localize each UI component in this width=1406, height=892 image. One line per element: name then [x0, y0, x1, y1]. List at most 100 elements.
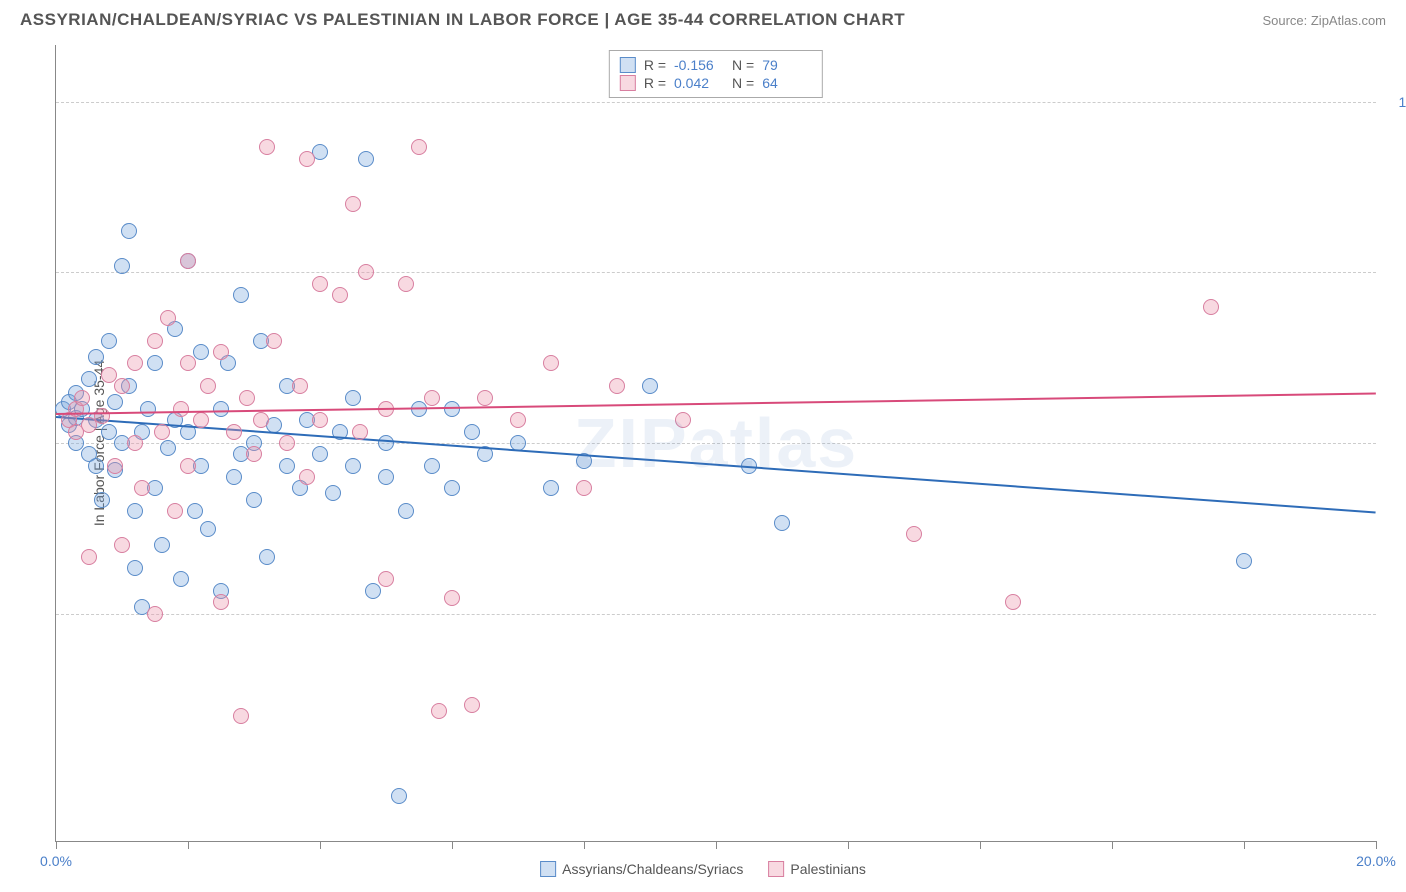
scatter-point: [193, 344, 209, 360]
scatter-point: [259, 549, 275, 565]
scatter-point: [543, 355, 559, 371]
scatter-point: [378, 571, 394, 587]
scatter-point: [127, 355, 143, 371]
scatter-point: [147, 333, 163, 349]
scatter-point: [464, 424, 480, 440]
gridline: [56, 614, 1376, 615]
scatter-point: [345, 390, 361, 406]
scatter-point: [233, 287, 249, 303]
x-tick: [188, 841, 189, 849]
scatter-point: [358, 151, 374, 167]
scatter-point: [365, 583, 381, 599]
scatter-point: [121, 223, 137, 239]
series-name: Assyrians/Chaldeans/Syriacs: [562, 861, 743, 877]
scatter-point: [114, 258, 130, 274]
series-name: Palestinians: [790, 861, 866, 877]
scatter-point: [543, 480, 559, 496]
scatter-point: [398, 503, 414, 519]
chart-title: ASSYRIAN/CHALDEAN/SYRIAC VS PALESTINIAN …: [20, 10, 905, 30]
scatter-point: [906, 526, 922, 542]
scatter-point: [101, 367, 117, 383]
scatter-point: [180, 355, 196, 371]
scatter-point: [345, 196, 361, 212]
scatter-point: [101, 424, 117, 440]
scatter-point: [213, 344, 229, 360]
scatter-point: [424, 390, 440, 406]
scatter-point: [213, 401, 229, 417]
scatter-point: [259, 139, 275, 155]
x-tick: [56, 841, 57, 849]
gridline: [56, 102, 1376, 103]
legend-item: Palestinians: [768, 861, 866, 877]
y-tick-label: 100.0%: [1386, 94, 1406, 110]
scatter-point: [398, 276, 414, 292]
n-value: 79: [762, 57, 812, 73]
scatter-point: [107, 394, 123, 410]
scatter-point: [464, 697, 480, 713]
scatter-point: [88, 458, 104, 474]
scatter-point: [444, 480, 460, 496]
x-min-label: 0.0%: [40, 853, 72, 869]
x-tick: [1112, 841, 1113, 849]
scatter-point: [94, 492, 110, 508]
legend-swatch: [540, 861, 556, 877]
scatter-point: [173, 571, 189, 587]
plot-area: 77.5%85.0%92.5%100.0%0.0%20.0%: [56, 45, 1376, 841]
scatter-point: [576, 480, 592, 496]
scatter-point: [127, 435, 143, 451]
scatter-point: [233, 708, 249, 724]
gridline: [56, 272, 1376, 273]
y-tick-label: 92.5%: [1386, 264, 1406, 280]
scatter-point: [94, 408, 110, 424]
scatter-point: [358, 264, 374, 280]
scatter-point: [246, 446, 262, 462]
r-label: R =: [644, 75, 666, 91]
scatter-point: [147, 606, 163, 622]
n-label: N =: [732, 57, 754, 73]
source-text: Source: ZipAtlas.com: [1262, 13, 1386, 28]
scatter-point: [147, 355, 163, 371]
scatter-point: [180, 253, 196, 269]
scatter-point: [127, 503, 143, 519]
scatter-point: [160, 310, 176, 326]
scatter-point: [200, 521, 216, 537]
scatter-point: [114, 378, 130, 394]
x-tick: [452, 841, 453, 849]
scatter-point: [173, 401, 189, 417]
scatter-point: [160, 440, 176, 456]
x-tick: [980, 841, 981, 849]
scatter-point: [1236, 553, 1252, 569]
scatter-point: [226, 424, 242, 440]
scatter-point: [444, 590, 460, 606]
scatter-point: [107, 458, 123, 474]
legend-swatch: [620, 57, 636, 73]
scatter-point: [332, 287, 348, 303]
scatter-point: [101, 333, 117, 349]
legend-stat-row: R =-0.156N =79: [620, 57, 812, 73]
scatter-point: [299, 469, 315, 485]
scatter-point: [424, 458, 440, 474]
scatter-point: [477, 390, 493, 406]
scatter-point: [187, 503, 203, 519]
scatter-point: [180, 458, 196, 474]
scatter-point: [127, 560, 143, 576]
x-tick: [1244, 841, 1245, 849]
series-legend: Assyrians/Chaldeans/Syriacs Palestinians: [540, 861, 866, 877]
scatter-point: [226, 469, 242, 485]
x-tick: [716, 841, 717, 849]
scatter-point: [299, 151, 315, 167]
scatter-point: [312, 446, 328, 462]
x-tick: [320, 841, 321, 849]
y-tick-label: 85.0%: [1386, 435, 1406, 451]
scatter-point: [352, 424, 368, 440]
scatter-point: [154, 424, 170, 440]
r-label: R =: [644, 57, 666, 73]
scatter-point: [325, 485, 341, 501]
scatter-point: [246, 492, 262, 508]
scatter-point: [114, 537, 130, 553]
scatter-point: [279, 435, 295, 451]
n-value: 64: [762, 75, 812, 91]
scatter-point: [774, 515, 790, 531]
scatter-point: [74, 390, 90, 406]
scatter-point: [154, 537, 170, 553]
